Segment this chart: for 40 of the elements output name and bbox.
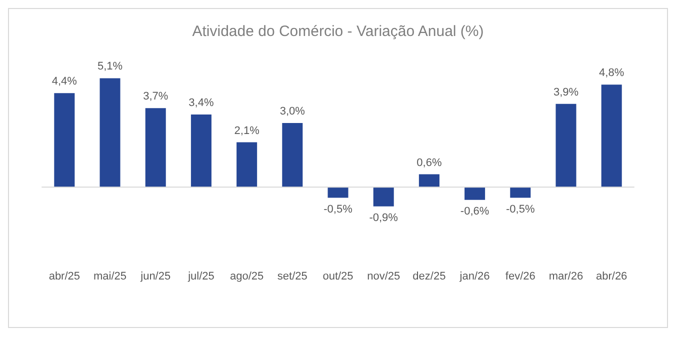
data-label: 3,9% (553, 86, 579, 98)
x-tick-label: fev/26 (505, 270, 536, 282)
data-label: 4,8% (599, 67, 624, 80)
x-tick-label: abr/25 (48, 270, 80, 282)
data-label: -0,5% (324, 203, 353, 216)
x-tick-label: mar/26 (548, 270, 584, 282)
bar (556, 104, 576, 188)
x-tick-label: dez/25 (412, 270, 446, 282)
bar (373, 187, 394, 206)
x-tick-label: jul/25 (187, 270, 214, 282)
data-label: 0,6% (416, 156, 442, 169)
bar (464, 187, 486, 200)
data-label: 5,1% (97, 60, 123, 73)
data-label: -0,6% (460, 205, 490, 218)
x-tick-label: jun/25 (140, 270, 171, 282)
bar (236, 142, 258, 188)
data-label: 3,4% (188, 97, 214, 110)
bar (100, 78, 120, 188)
bar (282, 123, 303, 188)
chart-title: Atividade do Comércio - Variação Anual (%) (192, 23, 484, 40)
x-tick-label: set/25 (277, 270, 308, 282)
x-tick-label: ago/25 (230, 270, 264, 282)
bar (145, 108, 166, 188)
x-tick-label: out/25 (322, 270, 354, 282)
bar (510, 187, 531, 198)
x-tick-label: nov/25 (367, 270, 400, 282)
data-label: 2,1% (234, 124, 260, 137)
bar (418, 174, 440, 188)
x-tick-label: mai/25 (94, 270, 127, 282)
data-label: -0,5% (506, 203, 535, 216)
bar (601, 84, 622, 188)
bar (190, 114, 212, 188)
data-label: 3,0% (280, 106, 306, 118)
data-label: 3,7% (143, 90, 168, 103)
data-label: 4,4% (52, 76, 78, 88)
x-tick-label: jan/26 (458, 270, 490, 282)
x-tick-label: abr/26 (596, 270, 628, 282)
bar (328, 187, 348, 198)
bar (54, 93, 75, 188)
data-label: -0,9% (369, 212, 398, 224)
